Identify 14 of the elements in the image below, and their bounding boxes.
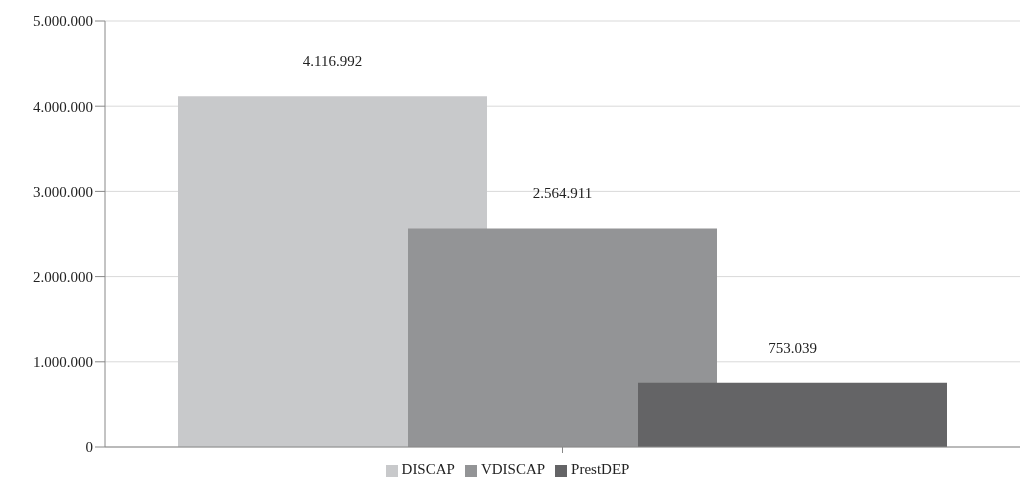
legend-label: PrestDEP <box>571 461 630 477</box>
y-tick-label: 5.000.000 <box>33 13 93 30</box>
y-tick-label: 4.000.000 <box>33 98 93 115</box>
data-label: 4.116.992 <box>302 53 363 70</box>
y-tick-label: 1.000.000 <box>33 354 93 371</box>
legend-label: VDISCAP <box>480 461 546 477</box>
data-label: 2.564.911 <box>532 185 593 202</box>
bar <box>408 228 717 447</box>
legend-label: DISCAP <box>401 461 455 477</box>
y-tick-label: 2.000.000 <box>33 268 93 285</box>
data-label: 753.039 <box>768 339 817 356</box>
y-tick-label: 3.000.000 <box>33 183 93 200</box>
y-tick-label: 0 <box>85 439 93 456</box>
bar <box>638 382 947 447</box>
